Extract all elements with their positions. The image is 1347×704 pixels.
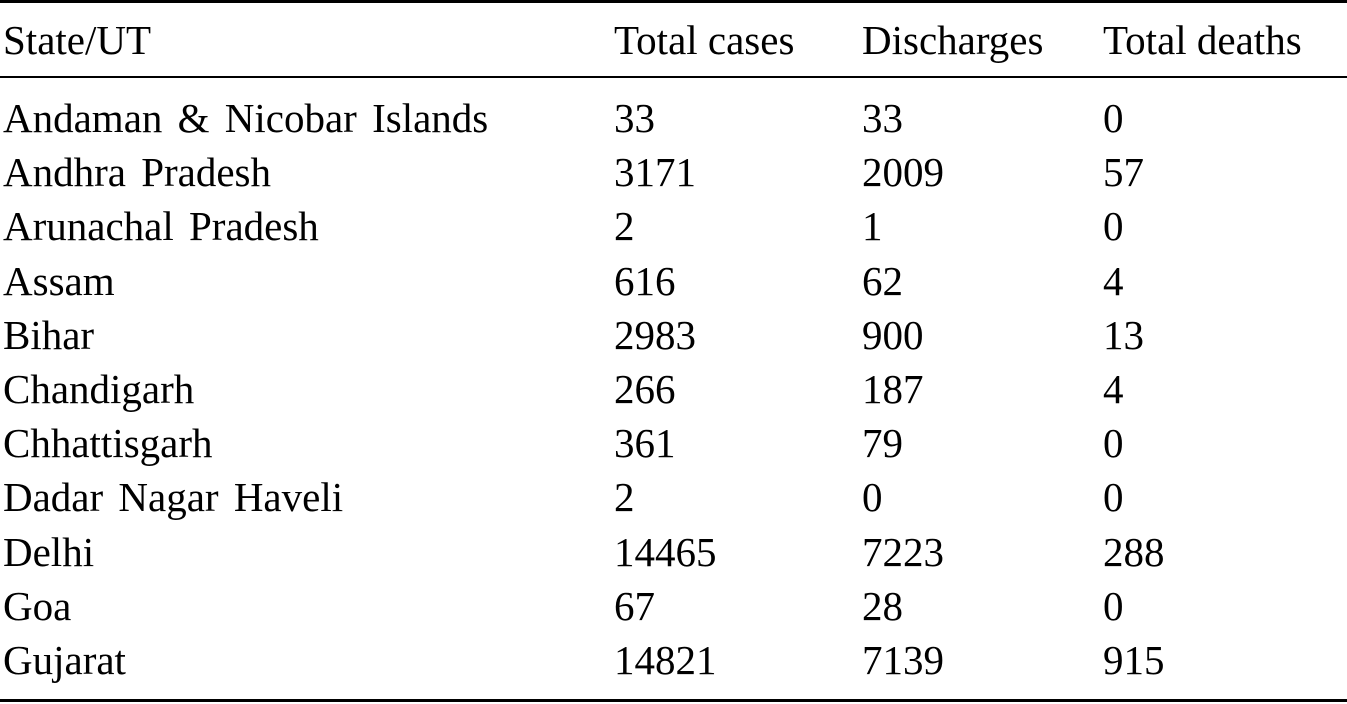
- table-cell: 1: [862, 203, 883, 250]
- table-cell: 361: [614, 420, 676, 467]
- bottom-rule: [0, 699, 1347, 702]
- header-cell: Total deaths: [1103, 17, 1302, 63]
- state-name: Bihar: [3, 311, 95, 358]
- table-cell: 0: [862, 474, 883, 521]
- table-cell: 33: [614, 95, 655, 141]
- table-cell: 3171: [614, 149, 696, 196]
- table-cell: 187: [862, 366, 924, 412]
- table-cell: 0: [1103, 95, 1124, 141]
- table-cell: 2983: [614, 311, 696, 358]
- table-cell: 900: [862, 311, 924, 358]
- header-rule: [0, 76, 1347, 78]
- table-cell: 62: [862, 257, 903, 304]
- table-cell: 14821: [614, 637, 717, 683]
- table-cell: 2: [614, 203, 635, 250]
- table-cell: 14465: [614, 528, 717, 575]
- table-cell: 7139: [862, 637, 944, 683]
- table-cell: 0: [1103, 582, 1124, 629]
- table-cell: 4: [1103, 257, 1124, 304]
- state-name: Gujarat: [3, 637, 126, 683]
- top-rule: [0, 0, 1347, 3]
- table-cell: 915: [1103, 637, 1165, 683]
- table-cell: 33: [862, 95, 903, 141]
- table-cell: 13: [1103, 311, 1144, 358]
- state-name: Chandigarh: [3, 366, 195, 412]
- table-cell: 0: [1103, 420, 1124, 467]
- state-name: Arunachal Pradesh: [3, 203, 319, 250]
- header-cell: State/UT: [3, 17, 152, 63]
- state-name: Chhattisgarh: [3, 420, 213, 467]
- state-name: Dadar Nagar Haveli: [3, 474, 344, 521]
- table-cell: 57: [1103, 149, 1144, 196]
- state-name: Delhi: [3, 528, 95, 575]
- table-cell: 79: [862, 420, 903, 467]
- table-cell: 616: [614, 257, 676, 304]
- state-name: Goa: [3, 582, 72, 629]
- table-cell: 2: [614, 474, 635, 521]
- table-cell: 7223: [862, 528, 944, 575]
- state-name: Andaman & Nicobar Islands: [3, 95, 489, 141]
- header-cell: Discharges: [862, 17, 1044, 63]
- table-cell: 67: [614, 582, 655, 629]
- table-cell: 0: [1103, 474, 1124, 521]
- table-cell: 2009: [862, 149, 944, 196]
- state-name: Assam: [3, 257, 115, 304]
- table-cell: 288: [1103, 528, 1165, 575]
- state-name: Andhra Pradesh: [3, 149, 272, 196]
- table-cell: 28: [862, 582, 903, 629]
- table-cell: 266: [614, 366, 676, 412]
- table-cell: 4: [1103, 366, 1124, 412]
- header-cell: Total cases: [614, 17, 795, 63]
- table-cell: 0: [1103, 203, 1124, 250]
